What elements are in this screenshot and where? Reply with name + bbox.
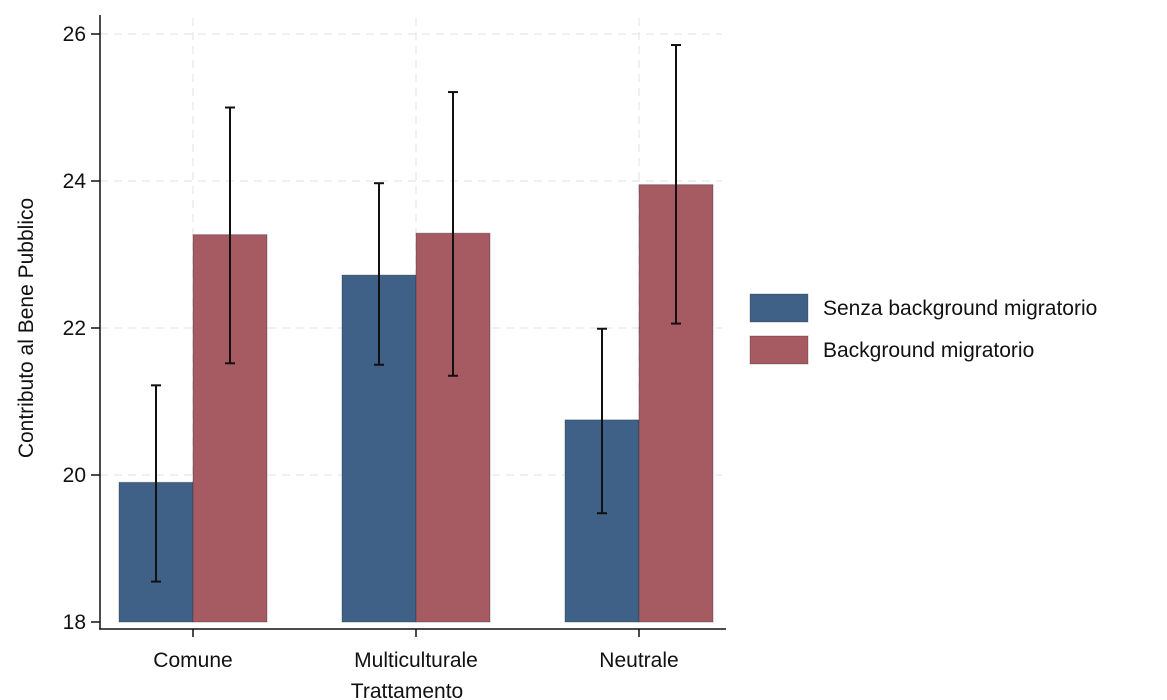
x-axis-title: Trattamento <box>351 680 463 700</box>
y-tick-label: 18 <box>63 611 86 634</box>
legend-swatch <box>749 335 809 365</box>
x-tick-label: Neutrale <box>599 649 678 672</box>
bars <box>118 184 714 623</box>
axes <box>99 15 726 630</box>
error-bars <box>151 44 681 583</box>
y-tick-label: 24 <box>63 170 87 193</box>
legend-label: Senza background migratorio <box>823 297 1097 320</box>
y-tick-label: 20 <box>63 464 86 487</box>
legend-label: Background migratorio <box>823 339 1034 362</box>
y-axis-title: Contributo al Bene Pubblico <box>15 198 38 458</box>
x-axis-ticks: Comune Multiculturale Neutrale <box>153 629 679 672</box>
y-tick-label: 22 <box>63 317 86 340</box>
legend: Senza background migratorio Background mi… <box>749 293 1097 365</box>
x-tick-label: Comune <box>153 649 232 672</box>
y-axis-ticks: 18 20 22 24 26 <box>63 23 100 634</box>
x-tick-label: Multiculturale <box>354 649 478 672</box>
legend-swatch <box>749 293 809 323</box>
y-tick-label: 26 <box>63 23 86 46</box>
